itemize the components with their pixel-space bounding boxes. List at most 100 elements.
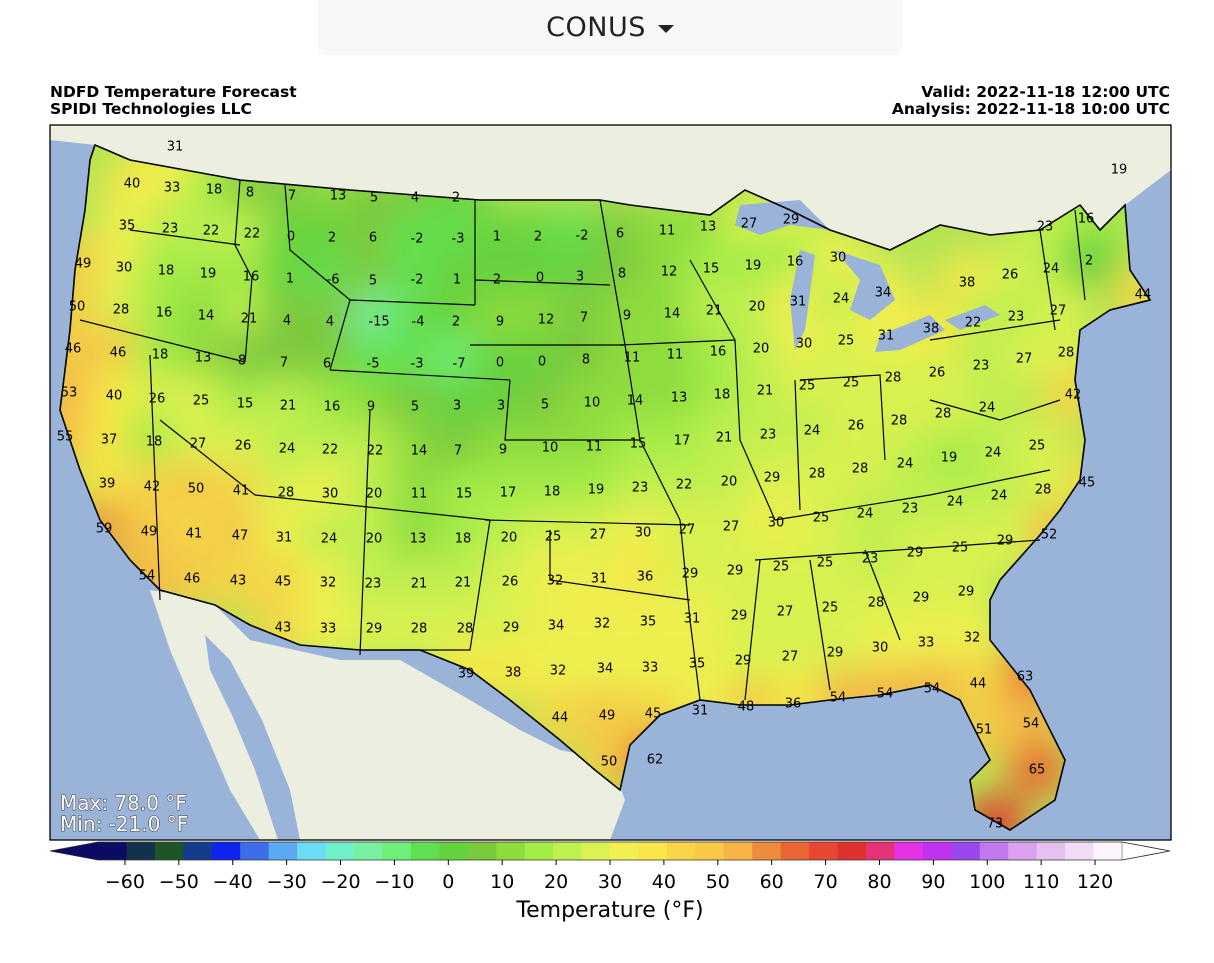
station-value: -6 (327, 273, 340, 288)
station-value: 24 (1043, 262, 1060, 277)
header-right: Valid: 2022-11-18 12:00 UTC Analysis: 20… (892, 84, 1170, 118)
colorbar-segment (553, 842, 583, 860)
station-value: 12 (661, 265, 678, 280)
station-value: 5 (369, 274, 377, 289)
temperature-blob (520, 418, 580, 478)
station-value: 35 (689, 657, 706, 672)
colorbar-tick-label: 100 (969, 871, 1005, 893)
colorbar-segment (979, 842, 1009, 860)
station-value: 18 (455, 532, 472, 547)
station-value: 25 (817, 556, 834, 571)
temperature-blob (299, 509, 359, 569)
colorbar-segment (467, 842, 497, 860)
station-value: 28 (113, 303, 130, 318)
station-value: 40 (106, 389, 123, 404)
station-value: 38 (923, 322, 940, 337)
station-value: 33 (164, 181, 181, 196)
station-value: 19 (941, 451, 958, 466)
station-value: 28 (852, 462, 869, 477)
station-value: 29 (958, 585, 975, 600)
station-value: 26 (502, 575, 519, 590)
temperature-blob (298, 553, 358, 613)
colorbar-tick-label: 30 (598, 871, 622, 893)
station-value: 31 (591, 572, 608, 587)
temperature-blob (705, 541, 765, 601)
temperature-blob (389, 464, 449, 524)
station-value: 15 (630, 437, 647, 452)
station-value: 4 (411, 191, 419, 206)
region-dropdown[interactable]: CONUS (318, 0, 902, 55)
map-subtitle: SPIDI Technologies LLC (50, 100, 252, 118)
temperature-blob (564, 417, 624, 477)
temperature-blob (649, 368, 709, 428)
temperature-blob (930, 518, 990, 578)
colorbar-tick-label: 0 (442, 871, 454, 893)
colorbar-tick-label: 50 (706, 871, 730, 893)
station-value: 18 (158, 264, 175, 279)
station-value: 3 (453, 399, 461, 414)
station-value: 54 (830, 691, 847, 706)
station-value: 54 (139, 569, 156, 584)
colorbar-segment (98, 842, 128, 860)
station-value: 46 (110, 346, 127, 361)
temperature-blob (746, 493, 806, 553)
colorbar-segment (240, 842, 270, 860)
station-value: 25 (799, 379, 816, 394)
colorbar-tick-label: 110 (1023, 871, 1059, 893)
colorbar-segment (154, 842, 184, 860)
station-value: 13 (671, 391, 688, 406)
station-value: 10 (584, 396, 601, 411)
station-value: 25 (545, 530, 562, 545)
colorbar: −60 −50 −40 −30 −20 −10 0 10 20 30 40 50 60 70 80 90 100… (49, 841, 1171, 893)
temperature-blob (566, 460, 626, 520)
station-value: 35 (640, 615, 657, 630)
station-value: 55 (57, 430, 74, 445)
station-value: 25 (952, 541, 969, 556)
temperature-blob (957, 378, 1017, 438)
temperature-blob (575, 639, 635, 699)
colorbar-segment (780, 842, 810, 860)
temperature-blob (885, 523, 945, 583)
temperature-blob (738, 405, 798, 465)
temperature-blob (168, 414, 228, 474)
station-value: 14 (664, 307, 681, 322)
colorbar-segment (211, 842, 241, 860)
temperature-blob (891, 568, 951, 628)
colorbar-segment (1093, 842, 1123, 860)
station-value: -3 (411, 357, 424, 372)
temperature-blob (896, 613, 956, 673)
station-value: 8 (618, 267, 626, 282)
station-value: 38 (959, 276, 976, 291)
station-value: -4 (412, 315, 425, 330)
station-value: 6 (369, 231, 377, 246)
station-value: 28 (457, 622, 474, 637)
temperature-blob (60, 319, 103, 379)
station-value: 22 (203, 224, 220, 239)
station-value: 4 (283, 314, 291, 329)
temperature-blob (343, 334, 403, 394)
station-value: 52 (1041, 528, 1058, 543)
colorbar-tick-label: 120 (1077, 871, 1113, 893)
colorbar-segment (268, 842, 298, 860)
station-value: 25 (813, 511, 830, 526)
colorbar-min-arrow (50, 842, 98, 860)
station-value: 39 (458, 667, 475, 682)
station-value: 23 (1037, 220, 1054, 235)
temperature-blob (660, 544, 720, 604)
station-value: 19 (588, 483, 605, 498)
station-value: 28 (891, 414, 908, 429)
temperature-blob (1007, 416, 1067, 476)
station-value: 65 (1029, 763, 1046, 778)
station-value: 28 (868, 596, 885, 611)
station-value: 34 (548, 619, 565, 634)
colorbar-segment (922, 842, 952, 860)
station-value: 23 (632, 481, 649, 496)
temperature-blob (826, 396, 886, 456)
station-value: 29 (907, 546, 924, 561)
station-value: 43 (230, 574, 247, 589)
station-value: 16 (156, 306, 173, 321)
temperature-blob (471, 376, 531, 436)
temperature-blob (253, 552, 313, 612)
station-value: 14 (627, 394, 644, 409)
station-value: 19 (745, 259, 762, 274)
